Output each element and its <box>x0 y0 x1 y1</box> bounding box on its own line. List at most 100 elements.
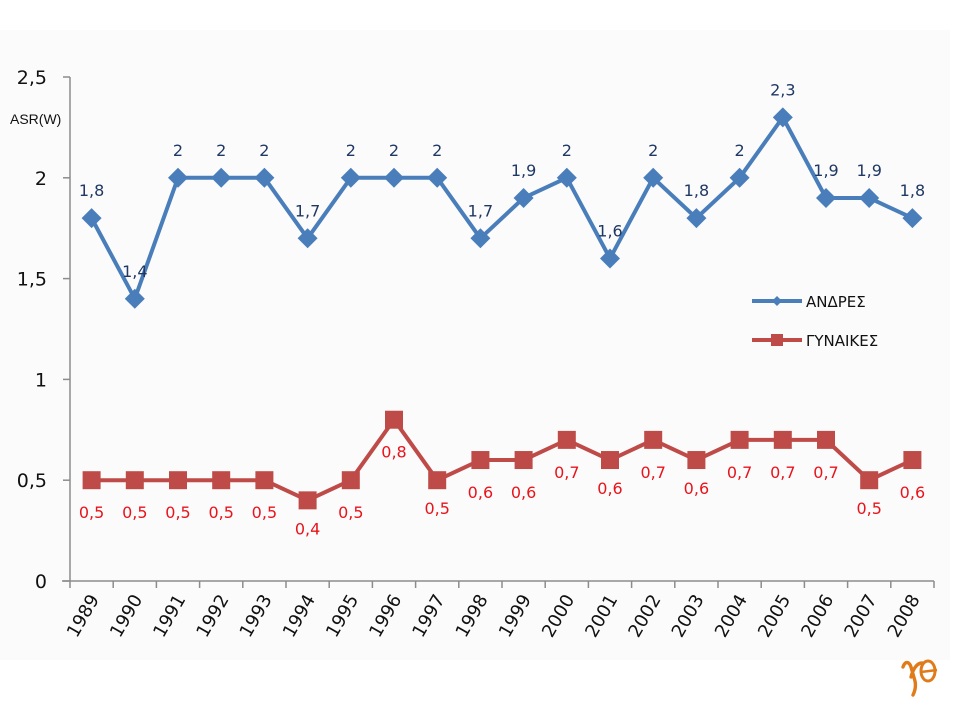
data-point-diamond <box>81 208 102 229</box>
legend-marker-square <box>771 334 783 346</box>
data-point-diamond <box>211 167 232 188</box>
data-label: 0,6 <box>468 483 493 502</box>
data-label: 1,4 <box>122 262 147 281</box>
data-point-diamond <box>427 167 448 188</box>
data-label: 0,5 <box>252 503 277 522</box>
series-layer <box>81 107 923 510</box>
data-point-diamond <box>729 167 750 188</box>
data-point-square <box>341 471 360 490</box>
data-label: 1,7 <box>468 201 493 220</box>
series-andres <box>81 107 923 309</box>
data-point-diamond <box>600 248 620 269</box>
data-point-square <box>385 410 403 429</box>
data-point-diamond <box>340 167 361 188</box>
data-point-diamond <box>254 167 275 188</box>
data-label: 1,9 <box>856 161 881 180</box>
data-label: 0,7 <box>727 463 752 482</box>
data-point-diamond <box>384 167 404 188</box>
data-point-square <box>773 430 792 449</box>
data-point-square <box>730 430 749 449</box>
y-tick-label: 2,5 <box>17 67 47 89</box>
data-point-square <box>514 451 533 470</box>
data-point-square <box>428 471 447 490</box>
y-tick-label: 2 <box>35 168 47 190</box>
data-point-diamond <box>124 288 145 309</box>
data-label: 0,8 <box>381 443 406 462</box>
data-point-square <box>212 471 231 490</box>
data-label: 2 <box>259 141 269 160</box>
data-point-square <box>255 471 274 490</box>
data-label: 2 <box>389 141 399 160</box>
data-point-diamond <box>859 187 880 208</box>
data-label: 0,5 <box>122 503 147 522</box>
data-label: 2 <box>216 141 226 160</box>
data-label: 0,7 <box>640 463 665 482</box>
data-point-square <box>601 451 619 470</box>
y-tick-label: 1 <box>35 369 47 391</box>
data-label: 0,6 <box>684 479 709 498</box>
data-label: 0,6 <box>511 483 536 502</box>
y-tick-label: 0,5 <box>17 470 47 492</box>
data-label: 2 <box>432 141 442 160</box>
data-point-diamond <box>168 167 188 188</box>
data-label: 1,8 <box>900 181 925 200</box>
data-point-diamond <box>686 208 707 229</box>
data-point-square <box>471 451 490 470</box>
data-label: 1,8 <box>684 181 709 200</box>
data-label: 0,7 <box>813 463 838 482</box>
data-point-diamond <box>772 107 793 128</box>
data-label: 2 <box>735 141 745 160</box>
data-point-square <box>125 471 144 490</box>
data-label: 0,5 <box>424 499 449 518</box>
data-point-diamond <box>643 167 664 188</box>
data-labels-layer: 1,8 1,4 2 2 2 1,7 2 2 2 1,7 1,9 2 1,6 2 1,8 2 2,3 1,9 1,9 1… <box>79 80 925 538</box>
data-label: 1,6 <box>597 221 622 240</box>
data-point-diamond <box>902 208 923 229</box>
legend: ΑΝΔΡΕΣ ΓΥΝΑΙΚΕΣ <box>752 293 878 350</box>
data-label: 0,4 <box>295 519 320 538</box>
data-label: 0,5 <box>338 503 363 522</box>
logo-gamma-glyph <box>901 660 924 697</box>
gamma-theta-logo <box>901 659 938 697</box>
legend-marker-diamond <box>772 296 782 306</box>
data-point-diamond <box>556 167 577 188</box>
legend-item-andres: ΑΝΔΡΕΣ <box>752 293 866 311</box>
data-label: 0,6 <box>900 483 925 502</box>
data-point-square <box>298 491 317 510</box>
data-label: 0,5 <box>79 503 104 522</box>
data-label: 2,3 <box>770 80 795 99</box>
data-point-square <box>557 430 576 449</box>
data-label: 2 <box>173 141 183 160</box>
data-label: 0,7 <box>554 463 579 482</box>
data-point-square <box>687 451 706 470</box>
data-point-square <box>82 471 101 490</box>
data-label: 2 <box>648 141 658 160</box>
series-gynaikes <box>82 410 922 510</box>
data-label: 0,5 <box>165 503 190 522</box>
y-tick-label: 1,5 <box>17 269 47 291</box>
data-point-square <box>644 430 663 449</box>
data-point-square <box>817 430 835 449</box>
y-tick-label: 0 <box>35 571 47 593</box>
data-point-square <box>860 471 879 490</box>
data-label: 1,9 <box>511 161 536 180</box>
data-point-square <box>903 451 922 470</box>
data-label: 0,6 <box>597 479 622 498</box>
legend-label: ΓΥΝΑΙΚΕΣ <box>806 332 878 350</box>
legend-label: ΑΝΔΡΕΣ <box>806 293 866 311</box>
data-label: 1,9 <box>813 161 838 180</box>
data-label: 0,5 <box>208 503 233 522</box>
legend-item-gynaikes: ΓΥΝΑΙΚΕΣ <box>752 332 878 350</box>
data-label: 1,8 <box>79 181 104 200</box>
data-point-diamond <box>470 228 491 249</box>
logo-theta-bar <box>920 668 938 674</box>
data-label: 0,5 <box>856 499 881 518</box>
data-point-diamond <box>297 228 318 249</box>
y-axis-label: ASR(W) <box>10 111 61 127</box>
data-label: 2 <box>562 141 572 160</box>
data-label: 1,7 <box>295 201 320 220</box>
data-point-diamond <box>816 187 836 208</box>
data-label: 0,7 <box>770 463 795 482</box>
data-label: 2 <box>346 141 356 160</box>
